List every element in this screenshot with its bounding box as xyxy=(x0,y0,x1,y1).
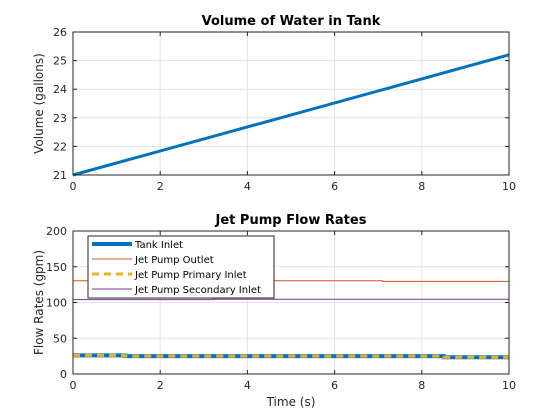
flow-legend: Tank Inlet Jet Pump Outlet Jet Pump Primar… xyxy=(87,235,275,299)
volume-y-tick-label: 25 xyxy=(53,55,67,68)
flow-y-tick-label: 50 xyxy=(53,332,67,345)
flow-x-tick-label: 8 xyxy=(418,379,425,392)
volume-x-tick-label: 10 xyxy=(502,180,516,193)
flow-y-tick-label: 100 xyxy=(46,297,67,310)
flow-y-tick-label: 150 xyxy=(46,261,67,274)
legend-box xyxy=(87,235,275,299)
flow-x-tick-label: 0 xyxy=(70,379,77,392)
flow-x-axis-label: Time (s) xyxy=(266,395,316,409)
volume-plot-area xyxy=(73,32,509,175)
flow-chart-title: Jet Pump Flow Rates xyxy=(215,213,367,228)
volume-y-tick-label: 23 xyxy=(53,112,67,125)
volume-x-tick-label: 8 xyxy=(418,180,425,193)
volume-y-tick-label: 26 xyxy=(53,26,67,39)
volume-y-axis-label: Volume (gallons) xyxy=(32,53,46,154)
volume-y-tick-label: 24 xyxy=(53,83,67,96)
legend-entry-label: Jet Pump Secondary Inlet xyxy=(134,285,261,296)
volume-series-group xyxy=(72,53,510,177)
legend-entry-label: Tank Inlet xyxy=(134,240,183,251)
flow-x-tick-label: 6 xyxy=(331,379,338,392)
volume-x-tick-label: 2 xyxy=(157,180,164,193)
flow-x-tick-label: 2 xyxy=(157,379,164,392)
volume-x-tick-label: 0 xyxy=(70,180,77,193)
flow-series-line-1 xyxy=(73,353,509,360)
flow-x-tick-label: 10 xyxy=(502,379,516,392)
volume-x-tick-label: 6 xyxy=(331,180,338,193)
flow-y-tick-label: 0 xyxy=(60,368,67,381)
volume-x-tick-label: 4 xyxy=(244,180,251,193)
volume-y-tick-label: 22 xyxy=(53,140,67,153)
volume-axes-frame xyxy=(72,31,510,176)
volume-y-tick-label: 21 xyxy=(53,169,67,182)
flow-y-axis-label: Flow Rates (gpm) xyxy=(32,250,46,355)
legend-entry-label: Jet Pump Primary Inlet xyxy=(134,270,247,281)
flow-y-tick-label: 200 xyxy=(46,225,67,238)
volume-chart-title: Volume of Water in Tank xyxy=(202,14,381,29)
flow-x-tick-label: 4 xyxy=(244,379,251,392)
legend-entry-label: Jet Pump Outlet xyxy=(134,255,214,266)
volume-series-line-1 xyxy=(72,53,510,177)
